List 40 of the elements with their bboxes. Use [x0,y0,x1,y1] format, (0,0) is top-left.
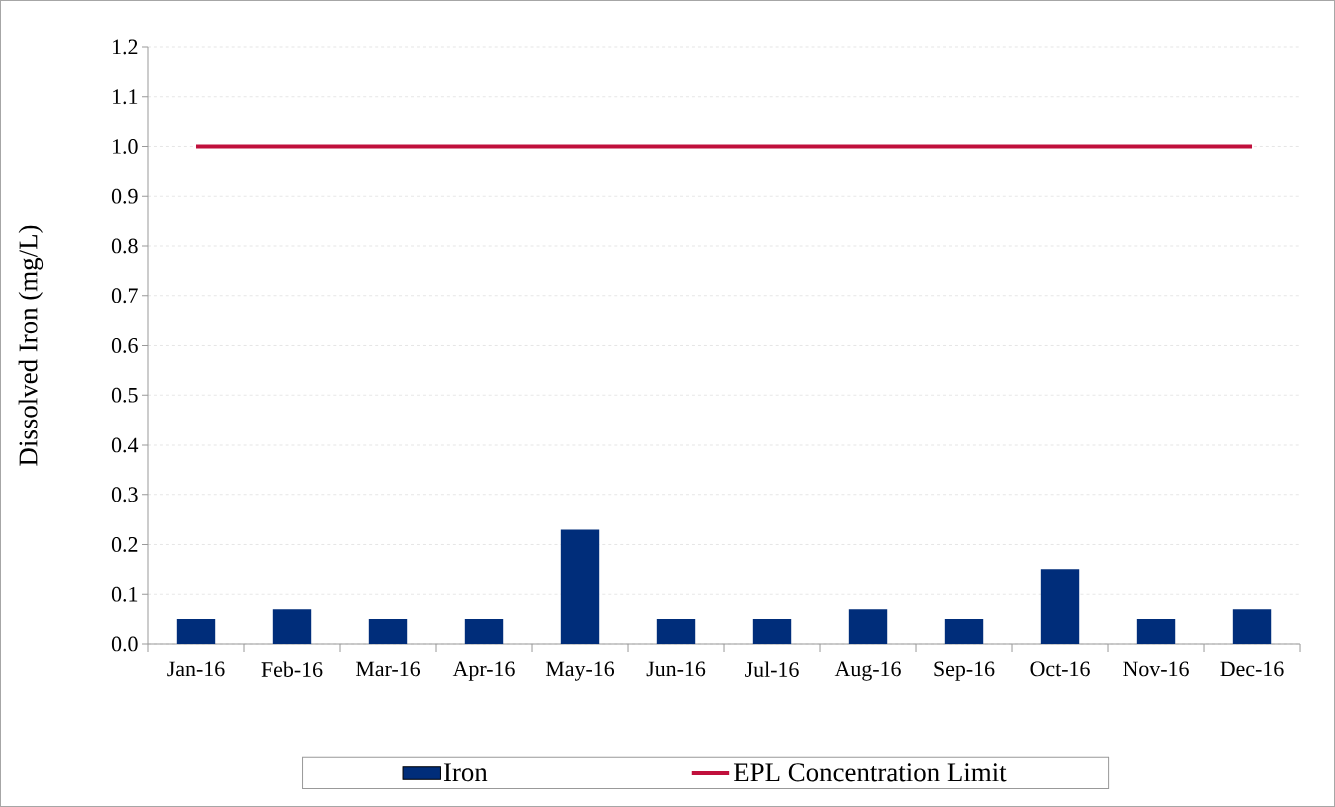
y-tick-label: 0.2 [111,537,138,552]
x-tick-label: Jul-16 [745,661,799,677]
x-tick-label: Oct-16 [1030,661,1090,677]
y-axis-title: Dissolved Iron (mg/L) [18,225,44,466]
x-tick-label: Aug-16 [834,661,901,681]
x-tick-label: Dec-16 [1220,661,1284,677]
y-tick-label: 0.0 [111,636,138,652]
y-tick-label: 1.2 [113,39,138,55]
y-tick-label: 0.8 [111,238,138,254]
x-tick-label: Sep-16 [934,661,995,681]
bar [944,619,984,644]
y-tick-label: 0.9 [111,188,138,204]
legend-label: Iron [443,763,488,782]
x-tick-label: Nov-16 [1123,661,1189,677]
bar [1232,609,1272,644]
bar [1136,619,1176,644]
y-tick-label: 0.6 [111,338,138,353]
bar [176,619,216,644]
x-tick-label: Jun-16 [646,661,706,677]
bar [656,619,696,644]
bar [368,619,408,644]
y-tick-label: 0.5 [111,387,138,403]
bar [464,619,504,644]
y-tick-label: 1.0 [113,139,138,154]
x-tick-label: Apr-16 [452,661,515,681]
x-tick-label: May-16 [545,661,615,681]
bar [560,529,600,644]
bar [1040,569,1080,644]
y-tick-label: 0.1 [111,586,138,602]
bar [272,609,312,644]
x-tick-label: Jan-16 [167,661,225,677]
bar [848,609,888,644]
bar [752,619,792,644]
legend-label: EPL Concentration Limit [733,763,1007,782]
x-tick-label: Feb-16 [261,661,323,677]
y-tick-label: 0.7 [111,288,138,304]
y-tick-label: 1.1 [113,89,138,105]
y-tick-label: 0.3 [111,487,138,503]
x-tick-label: Mar-16 [355,661,421,677]
y-tick-label: 0.4 [111,437,139,453]
